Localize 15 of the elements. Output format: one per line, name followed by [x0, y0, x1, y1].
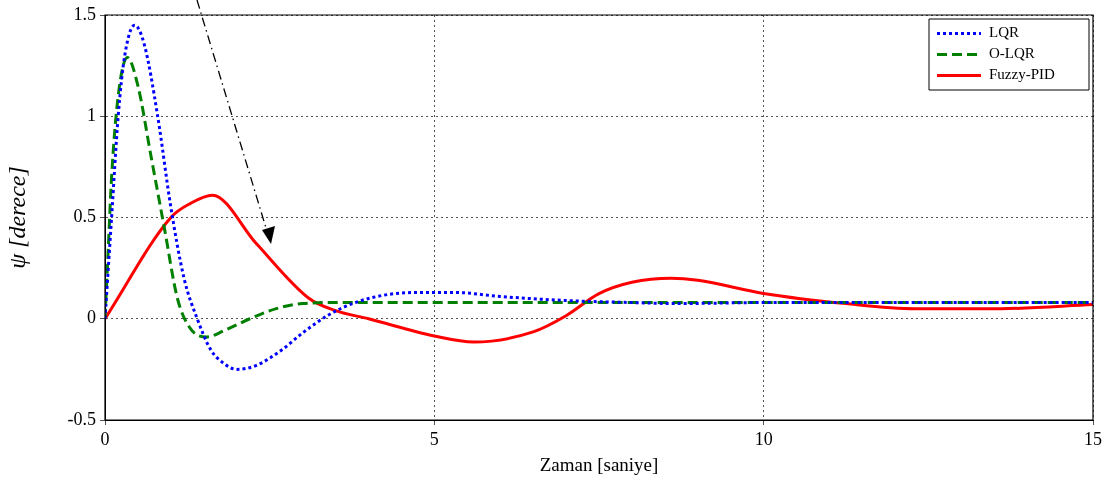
x-tick-label: 0: [100, 428, 110, 449]
x-axis-title: Zaman [saniye]: [539, 453, 659, 475]
y-tick-label: -0.5: [67, 408, 96, 429]
legend-label: O-LQR: [989, 45, 1035, 62]
y-tick-label: 0.5: [73, 206, 96, 227]
legend-label: Fuzzy-PID: [989, 66, 1055, 83]
x-tick-label: 10: [754, 428, 773, 449]
x-tick-label: 5: [429, 428, 439, 449]
y-axis-title: ψ [derece]: [3, 166, 30, 269]
line-series: [105, 193, 1093, 344]
legend-label: LQR: [989, 24, 1019, 41]
x-tick-label: 15: [1084, 428, 1102, 449]
y-tick-label: 1.5: [73, 3, 96, 24]
y-tick-label: 1: [87, 104, 96, 125]
y-tick-label: 0: [87, 307, 96, 328]
